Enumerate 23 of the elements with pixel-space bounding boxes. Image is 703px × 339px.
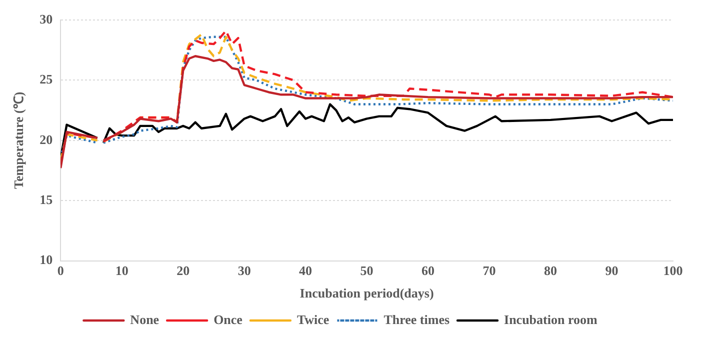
x-tick-label: 80 [544, 262, 558, 278]
x-tick-label: 0 [57, 262, 64, 278]
x-tick-label: 100 [663, 262, 683, 278]
y-tick-label: 30 [40, 11, 53, 26]
x-tick-label: 20 [176, 262, 190, 278]
x-tick-label: 50 [360, 262, 374, 278]
x-tick-label: 40 [299, 262, 312, 278]
x-tick-label: 10 [115, 262, 128, 278]
y-tick-label: 10 [40, 252, 53, 268]
x-tick-label: 90 [605, 262, 618, 278]
y-tick-label: 20 [40, 132, 53, 147]
y-tick-label: 25 [40, 72, 54, 87]
legend-label: Once [214, 312, 243, 327]
y-axis-title: Temperature (℃) [11, 92, 26, 189]
legend-label: Incubation room [504, 312, 598, 327]
y-tick-label: 15 [40, 192, 54, 207]
x-tick-label: 30 [238, 262, 251, 278]
x-tick-label: 60 [422, 262, 435, 278]
legend-label: Twice [296, 312, 330, 327]
legend-label: None [130, 312, 160, 327]
x-axis-title: Incubation period(days) [300, 286, 434, 301]
x-tick-label: 70 [482, 262, 496, 278]
legend-label: Three times [384, 312, 450, 327]
